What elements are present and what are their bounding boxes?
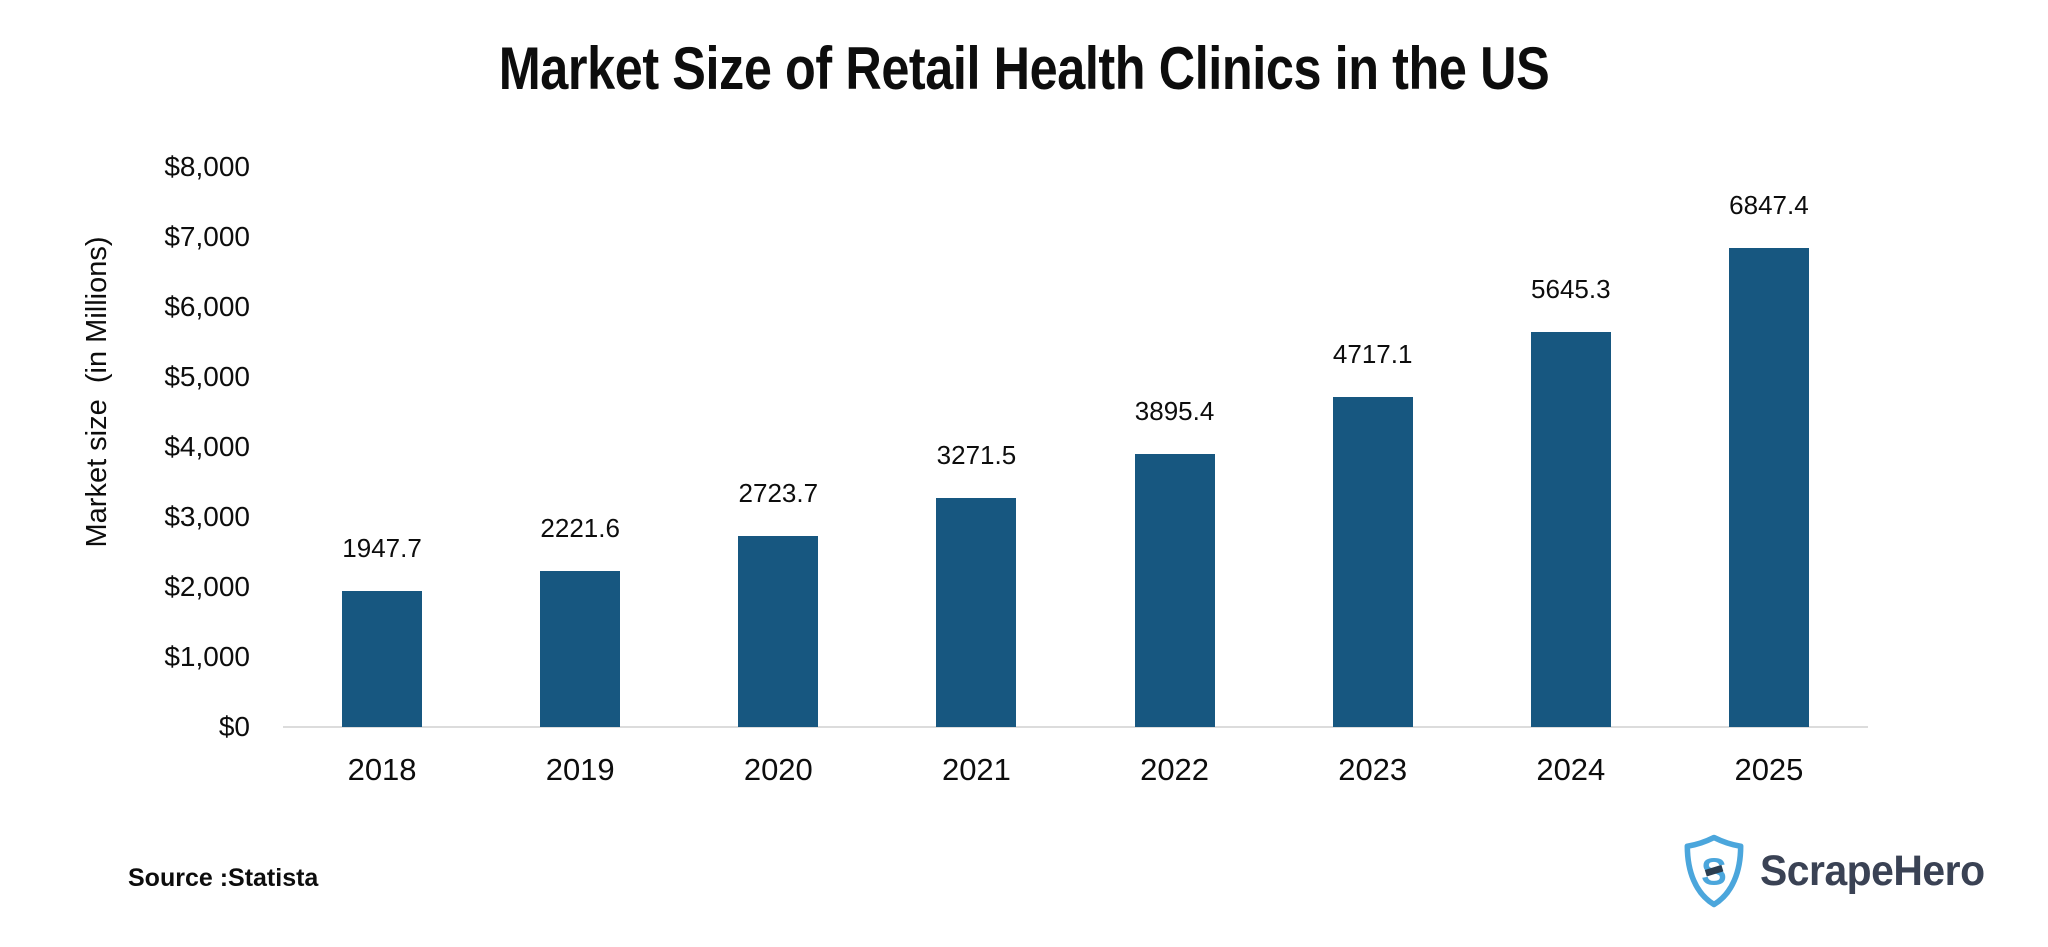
y-tick-label: $4,000 [164,431,250,462]
bar-2021 [936,497,1017,727]
scrapehero-shield-icon: S [1684,834,1744,908]
scrapehero-wordmark: ScrapeHero [1760,846,1985,895]
x-axis-label: 2022 [1140,752,1210,787]
x-axis-label: 2024 [1536,752,1606,787]
x-axis-label: 2018 [347,752,417,787]
y-tick-label: $7,000 [164,221,250,252]
x-axis-label: 2019 [545,752,615,787]
x-axis-label: 2020 [743,752,813,787]
bar-2023 [1332,396,1413,727]
bar-value-label: 1947.7 [342,532,422,563]
bar-value-label: 3895.4 [1134,396,1215,427]
bar-value-label: 2723.7 [738,478,819,509]
source-note: Source :Statista [128,864,319,892]
bar-2019 [540,571,621,727]
x-axis-label: 2025 [1734,752,1804,787]
bar-2018 [342,590,423,727]
bar-value-label: 4717.1 [1332,338,1413,369]
scrapehero-logo: S ScrapeHero [1683,834,1996,908]
y-tick-label: $1,000 [164,641,250,672]
bar-value-label: 6847.4 [1729,189,1809,220]
bar-2025 [1728,247,1809,727]
y-tick-label: $0 [218,711,250,742]
bar-value-label: 5645.3 [1531,273,1611,304]
chart-title: Market Size of Retail Health Clinics in … [498,35,1550,102]
y-tick-label: $2,000 [164,571,250,602]
y-tick-label: $3,000 [164,501,250,532]
bar-2020 [738,536,819,727]
bar-2022 [1134,454,1215,727]
y-tick-label: $6,000 [164,291,250,322]
bar-value-label: 2221.6 [540,513,620,544]
y-tick-label: $8,000 [164,151,250,182]
x-axis-label: 2023 [1338,752,1408,787]
x-axis-label: 2021 [941,752,1011,787]
y-tick-label: $5,000 [164,361,250,392]
x-axis-line [283,726,1868,728]
bar-2024 [1530,331,1611,727]
bar-value-label: 3271.5 [936,439,1017,470]
